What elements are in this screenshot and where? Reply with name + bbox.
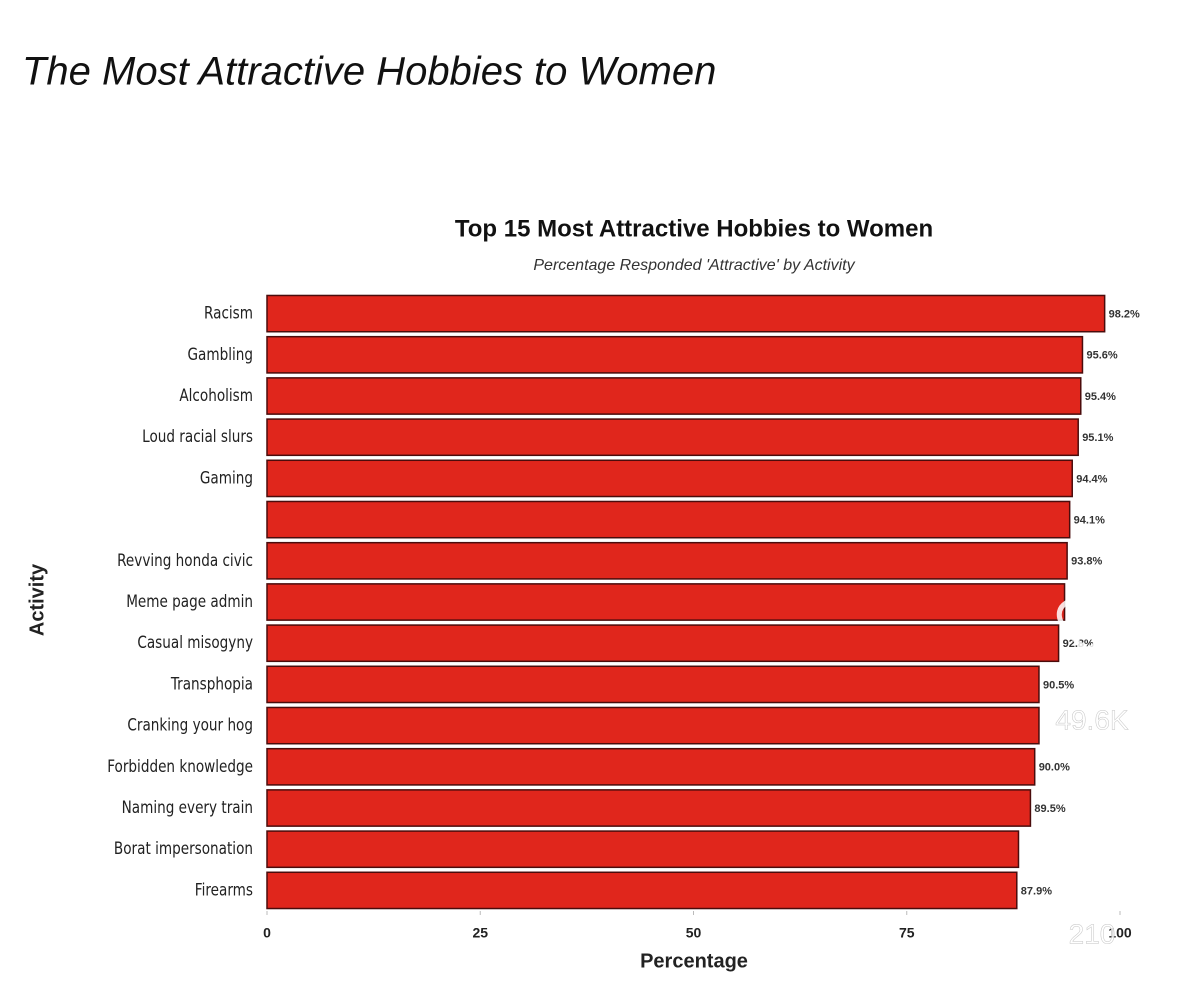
bar <box>266 789 1032 827</box>
x-axis-label: Percentage <box>640 950 748 972</box>
value-label: 90.5% <box>1043 679 1074 691</box>
plot: 0 25 50 75 100 Racism 98.2% Gambling 95.6% Alcoho… <box>107 294 1140 941</box>
bar <box>266 583 1066 621</box>
bar <box>266 830 1020 869</box>
y-tick-label: Forbidden knowledge <box>107 756 253 776</box>
value-label: 90.0% <box>1039 762 1070 774</box>
y-axis-label: Activity <box>26 563 48 636</box>
bar <box>266 500 1071 539</box>
bar <box>266 747 1036 786</box>
value-label: 98.2% <box>1109 309 1140 321</box>
y-tick-label: Loud racial slurs <box>142 427 253 447</box>
value-label: 93.8% <box>1071 556 1102 568</box>
value-label: 89.5% <box>1034 803 1065 815</box>
value-label: 95.1% <box>1082 432 1113 444</box>
y-tick-label: Borat impersonation <box>114 839 253 859</box>
post-title: The Most Attractive Hobbies to Women <box>22 50 716 94</box>
y-tick-label: Racism <box>204 303 253 323</box>
bar <box>266 459 1073 498</box>
x-tick-label: 50 <box>686 925 702 941</box>
y-tick-label: Cranking your hog <box>127 715 253 735</box>
bar <box>266 418 1079 457</box>
x-tick-label: 100 <box>1108 925 1132 941</box>
y-tick-label: Meme page admin <box>126 592 253 612</box>
y-tick-label: Alcoholism <box>179 386 253 406</box>
y-tick-label: Transphopia <box>170 674 253 694</box>
bar <box>266 624 1060 663</box>
y-tick-label: Gaming <box>200 468 253 488</box>
y-tick-label: Revving honda civic <box>117 550 253 570</box>
comment-icon[interactable] <box>1059 819 1129 881</box>
y-tick-label: Gambling <box>188 344 253 364</box>
bar <box>266 377 1082 415</box>
chart-subtitle: Percentage Responded 'Attractive' by Act… <box>533 257 855 274</box>
bar <box>266 541 1068 580</box>
chart-title: Top 15 Most Attractive Hobbies to Women <box>455 215 933 242</box>
like-icon[interactable] <box>1056 598 1120 654</box>
tiktok-overlay: 49.6K 210 <box>1055 598 1129 950</box>
value-label: 95.6% <box>1086 350 1117 362</box>
value-label: 95.4% <box>1085 391 1116 403</box>
x-tick-label: 75 <box>899 925 915 941</box>
bar <box>266 294 1106 333</box>
value-label: 87.9% <box>1021 885 1052 897</box>
y-tick-label: Firearms <box>195 880 253 900</box>
value-label: 94.1% <box>1074 515 1105 527</box>
bar <box>266 665 1040 704</box>
like-count: 49.6K <box>1055 704 1128 735</box>
x-tick-label: 0 <box>263 925 271 941</box>
x-tick-label: 25 <box>472 925 488 941</box>
value-label: 94.4% <box>1076 473 1107 485</box>
bar <box>266 871 1018 910</box>
y-tick-label: Naming every train <box>122 798 253 818</box>
comment-count: 210 <box>1069 918 1116 949</box>
bar <box>266 706 1040 745</box>
bar <box>266 335 1084 374</box>
y-tick-label: Casual misogyny <box>137 633 253 653</box>
